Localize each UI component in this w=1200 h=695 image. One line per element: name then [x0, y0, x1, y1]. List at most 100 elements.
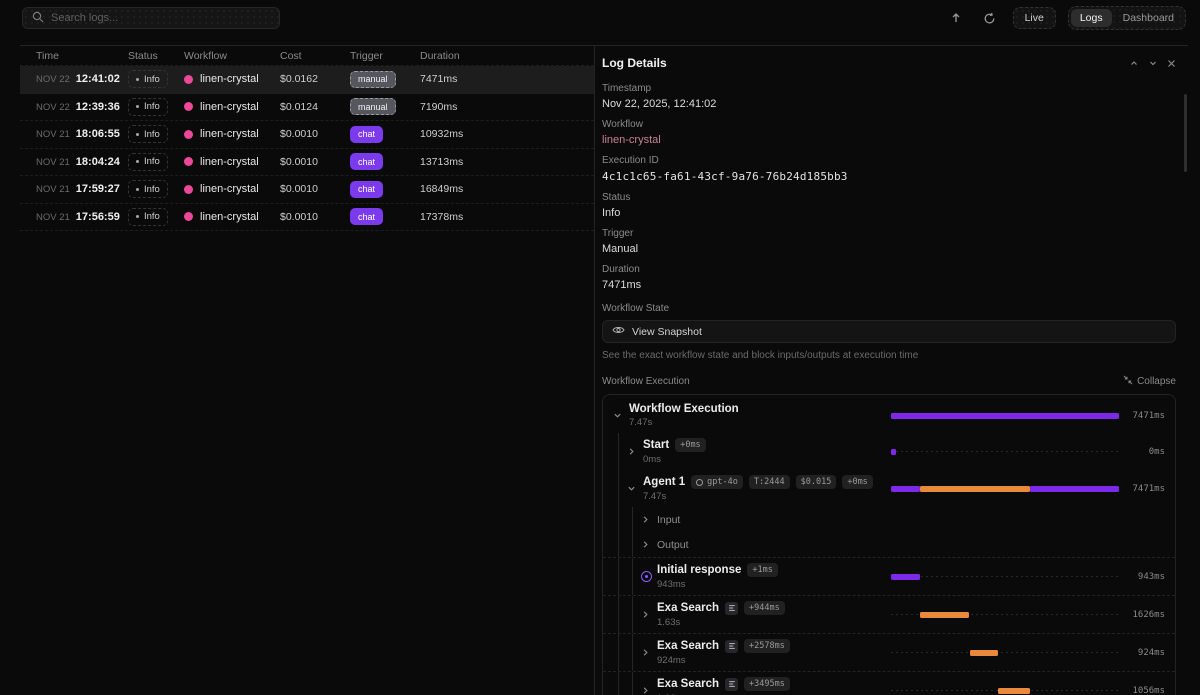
cost-cell: $0.0010 — [280, 183, 318, 196]
next-log-icon[interactable] — [1148, 58, 1158, 68]
workflow-cell: linen-crystal — [184, 156, 280, 168]
log-row[interactable]: NOV 21 17:56:59 Info linen-crystal $0.0010 ch… — [20, 204, 594, 231]
timeline-track — [891, 573, 1119, 581]
column-header: Cost — [280, 49, 302, 62]
logs-list-panel: Time Status Workflow Cost Trigger Duration NO… — [20, 46, 595, 695]
log-time: NOV 21 17:59:27 — [36, 183, 120, 196]
timeline-track — [891, 611, 1119, 619]
scrollbar-thumb[interactable] — [1184, 94, 1187, 172]
timeline-track — [891, 649, 1119, 657]
live-button[interactable]: Live — [1012, 7, 1056, 29]
execution-node-name: Start — [643, 439, 670, 451]
execution-row[interactable]: Exa Search +3495ms 1.06s 1056ms — [603, 671, 1175, 695]
execution-node-name: Agent 1 — [643, 476, 686, 488]
workflow-cell: linen-crystal — [184, 73, 280, 85]
workflow-color-dot — [184, 157, 193, 167]
exa-icon — [725, 601, 739, 615]
duration-cell: 10932ms — [420, 128, 464, 141]
exa-icon — [725, 639, 739, 653]
chevron-down-icon — [613, 411, 629, 420]
execution-row[interactable]: Input — [603, 507, 1175, 532]
view-snapshot-button[interactable]: View Snapshot — [602, 320, 1176, 343]
chevron-right-icon — [641, 610, 657, 619]
timeline-duration-label: 1626ms — [1132, 609, 1165, 620]
log-row[interactable]: NOV 21 18:04:24 Info linen-crystal $0.0010 ch… — [20, 149, 594, 176]
execution-node-duration: 943ms — [657, 579, 686, 590]
duration-cell: 13713ms — [420, 155, 464, 168]
collapse-button[interactable]: Collapse — [1123, 375, 1176, 388]
execution-node-name: Input — [657, 513, 681, 526]
execution-row[interactable]: Exa Search +944ms 1.63s 1626ms — [603, 595, 1175, 633]
trigger-badge: chat — [350, 153, 384, 171]
timeline-bar — [891, 412, 1119, 419]
timeline-bar — [891, 485, 920, 492]
timeline-bar — [1029, 485, 1119, 492]
execution-node-name: Initial response — [657, 564, 742, 576]
detail-field: Timestamp Nov 22, 2025, 12:41:02 — [602, 83, 717, 110]
search-box[interactable] — [22, 7, 280, 29]
execution-row[interactable]: Agent 1 gpt-4o T:2444 $0.015 +0ms 7.47s 7471ms — [603, 470, 1175, 507]
collapse-icon — [1123, 375, 1133, 388]
log-row[interactable]: NOV 21 17:59:27 Info linen-crystal $0.0010 ch… — [20, 176, 594, 204]
execution-row[interactable]: Output — [603, 532, 1175, 557]
workflow-color-dot — [184, 74, 193, 84]
execution-row[interactable]: Start +0ms 0ms 0ms — [603, 433, 1175, 470]
chevron-right-icon — [641, 648, 657, 657]
refresh-icon[interactable] — [979, 7, 1001, 29]
cost-cell: $0.0010 — [280, 128, 318, 141]
execution-row[interactable]: Exa Search +2578ms 924ms 924ms — [603, 633, 1175, 671]
snapshot-caption: See the exact workflow state and block i… — [602, 350, 919, 361]
chevron-right-icon — [627, 447, 643, 456]
timeline-track — [891, 687, 1119, 695]
chevron-down-icon — [627, 484, 643, 493]
timeline-bar — [969, 649, 998, 656]
log-row[interactable]: NOV 21 18:06:55 Info linen-crystal $0.0010 ch… — [20, 121, 594, 149]
execution-badge: gpt-4o — [691, 475, 743, 489]
timeline-track — [891, 448, 1119, 456]
execution-badge: +944ms — [744, 601, 785, 615]
execution-node-duration: 1.06s — [657, 693, 883, 695]
trigger-badge: chat — [350, 125, 384, 143]
execution-node-duration: 0ms — [643, 454, 661, 465]
detail-field: Workflow linen-crystal — [602, 119, 661, 146]
execution-row[interactable]: Workflow Execution 7.47s 7471ms — [603, 398, 1175, 433]
prev-log-icon[interactable] — [1129, 58, 1139, 68]
execution-node-name: Exa Search — [657, 678, 720, 690]
workflow-color-dot — [184, 129, 193, 139]
execution-badge: +0ms — [842, 475, 873, 489]
timeline-track — [891, 485, 1119, 493]
openai-icon — [696, 478, 704, 486]
export-icon[interactable] — [945, 7, 967, 29]
timeline-bar — [891, 573, 920, 580]
detail-field: Execution ID 4c1c1c65-fa61-43cf-9a76-76b2… — [602, 155, 848, 183]
workflow-cell: linen-crystal — [184, 183, 280, 195]
cost-cell: $0.0010 — [280, 155, 318, 168]
execution-node-name: Exa Search — [657, 640, 720, 652]
timeline-duration-label: 1056ms — [1132, 685, 1165, 695]
detail-field: Status Info — [602, 192, 631, 219]
duration-cell: 17378ms — [420, 210, 464, 223]
detail-field: Trigger Manual — [602, 228, 639, 255]
execution-node-duration: 924ms — [657, 655, 686, 666]
column-header: Duration — [420, 49, 460, 62]
execution-node-duration: 7.47s — [643, 491, 667, 502]
tab-dashboard[interactable]: Dashboard — [1122, 12, 1174, 24]
close-icon[interactable] — [1167, 59, 1176, 68]
status-dot-icon — [136, 105, 139, 109]
log-table-header: Time Status Workflow Cost Trigger Duration — [20, 46, 594, 66]
execution-row[interactable]: Initial response +1ms 943ms 943ms — [603, 557, 1175, 595]
log-row[interactable]: NOV 22 12:41:02 Info linen-crystal $0.0162 ma… — [20, 66, 594, 94]
tab-logs[interactable]: Logs — [1070, 9, 1112, 27]
timeline-bar — [891, 448, 896, 455]
workflow-color-dot — [184, 102, 193, 112]
status-badge: Info — [128, 207, 168, 226]
timeline-track — [891, 412, 1119, 420]
log-time: NOV 22 12:41:02 — [36, 73, 120, 86]
search-input[interactable] — [51, 12, 270, 24]
log-time: NOV 21 17:56:59 — [36, 210, 120, 223]
trigger-badge: chat — [350, 180, 384, 198]
execution-badge: +2578ms — [744, 639, 790, 653]
column-header: Time — [36, 49, 59, 62]
log-row[interactable]: NOV 22 12:39:36 Info linen-crystal $0.0124 ma… — [20, 94, 594, 121]
agent-icon — [641, 571, 652, 582]
